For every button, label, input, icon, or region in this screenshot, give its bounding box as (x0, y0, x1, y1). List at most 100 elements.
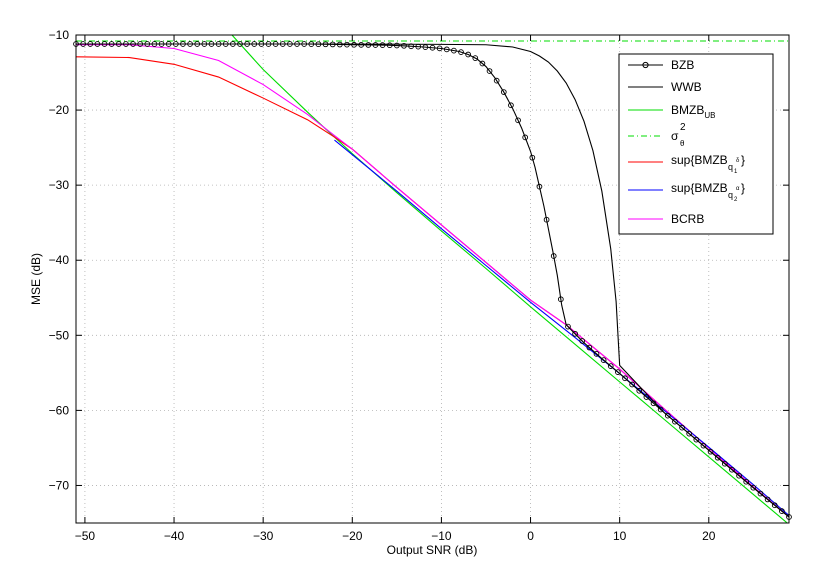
bzb-marker (451, 47, 457, 54)
bzb-marker (365, 42, 372, 48)
bzb-marker (572, 330, 578, 337)
y-tick-label: −70 (49, 478, 70, 492)
series-line-5 (334, 139, 789, 516)
bzb-marker (130, 41, 136, 47)
bzb-marker (643, 394, 650, 400)
bzb-marker (629, 381, 635, 388)
bzb-marker (165, 41, 172, 47)
legend-label-wwb: WWB (671, 80, 702, 94)
bzb-marker (729, 466, 735, 473)
bzb-marker (287, 41, 293, 47)
bzb-marker (764, 496, 771, 503)
x-tick-label: 0 (527, 529, 534, 543)
bzb-marker (721, 460, 728, 467)
bzb-marker (536, 183, 543, 190)
bzb-marker (158, 41, 165, 47)
series-line-2 (231, 35, 789, 523)
x-tick-label: 20 (702, 529, 716, 543)
y-axis-title: MSE (dB) (29, 253, 43, 305)
bzb-marker (700, 442, 707, 449)
legend-label-sup2-sup: α (736, 186, 740, 192)
bzb-marker (743, 478, 750, 485)
bzb-marker (251, 41, 258, 47)
legend-label-sup2-sub: q (728, 190, 733, 200)
bzb-marker (258, 41, 265, 47)
legend-label-sigma-main: σ (671, 129, 679, 143)
x-tick-label: −30 (253, 529, 274, 543)
bzb-marker (272, 41, 279, 47)
bzb-marker (636, 387, 643, 394)
legend-label-sup1-close: } (741, 153, 745, 167)
bzb-marker (515, 117, 521, 124)
bzb-marker (172, 41, 179, 47)
bzb-marker (237, 41, 243, 47)
bzb-marker (80, 41, 86, 47)
legend-label-sup2-close: } (741, 181, 745, 195)
bzb-marker (436, 45, 443, 52)
bzb-marker (472, 55, 479, 61)
bzb-marker (486, 68, 493, 74)
bzb-marker (672, 418, 678, 425)
bzb-marker (686, 430, 693, 437)
bzb-marker (529, 154, 536, 161)
bzb-marker (265, 41, 272, 47)
bzb-marker (115, 41, 122, 47)
y-tick-label: −40 (49, 253, 70, 267)
bzb-marker (279, 41, 286, 47)
bzb-marker (657, 406, 664, 413)
bzb-marker (422, 44, 429, 51)
bzb-marker (215, 41, 222, 47)
bzb-marker (779, 508, 785, 514)
bzb-marker (230, 41, 236, 47)
x-tick-label: −50 (75, 529, 96, 543)
bzb-marker (315, 41, 322, 48)
x-tick-label: −20 (342, 529, 363, 543)
bzb-marker (351, 41, 357, 48)
bzb-marker (308, 41, 315, 47)
legend-label-bmzb-ub: BMZBUB (671, 103, 715, 120)
bzb-marker (600, 357, 607, 363)
bzb-marker (137, 41, 144, 47)
legend-bmzb-sub: UB (704, 111, 715, 120)
bzb-marker (443, 46, 450, 53)
bzb-marker (123, 41, 129, 47)
axis-ticks: −50 −40 −30 −20 −10 0 10 20 −10 −20 −30 −40 −50 −60 −7… (49, 28, 789, 543)
bzb-marker (757, 490, 764, 497)
bzb-marker (508, 102, 514, 109)
bzb-marker (386, 42, 393, 49)
bzb-marker (208, 41, 215, 47)
bzb-marker (180, 41, 186, 47)
bzb-marker (108, 41, 115, 47)
bzb-marker (372, 42, 379, 48)
x-tick-label: 10 (613, 529, 627, 543)
bzb-marker (429, 44, 436, 51)
bzb-marker (151, 41, 158, 47)
series-line-6 (76, 44, 789, 518)
legend-label-sigma-sup: 2 (680, 122, 686, 133)
bzb-marker (336, 41, 343, 48)
bzb-marker (771, 502, 778, 509)
y-tick-label: −20 (49, 103, 70, 117)
bzb-marker (714, 454, 721, 461)
bzb-marker (500, 89, 507, 95)
bzb-marker (87, 41, 94, 47)
bzb-marker (664, 412, 671, 419)
bzb-marker (201, 41, 208, 47)
bzb-marker (144, 41, 151, 47)
bzb-marker (622, 375, 628, 382)
bzb-marker (358, 41, 365, 48)
bzb-marker (593, 351, 600, 357)
bzb-marker (522, 134, 529, 141)
x-tick-label: −10 (431, 529, 452, 543)
bzb-marker (693, 436, 700, 443)
bzb-marker (557, 296, 564, 303)
bzb-marker (101, 41, 108, 47)
bzb-marker (736, 472, 742, 479)
plot-area-frame (75, 34, 790, 524)
legend-label-sup2-main: sup{BMZB (671, 181, 728, 195)
x-axis-title: Output SNR (dB) (387, 543, 478, 557)
legend-label-sup1-subsub: 1 (734, 169, 738, 175)
bzb-marker (750, 484, 757, 491)
bzb-marker (344, 41, 350, 48)
